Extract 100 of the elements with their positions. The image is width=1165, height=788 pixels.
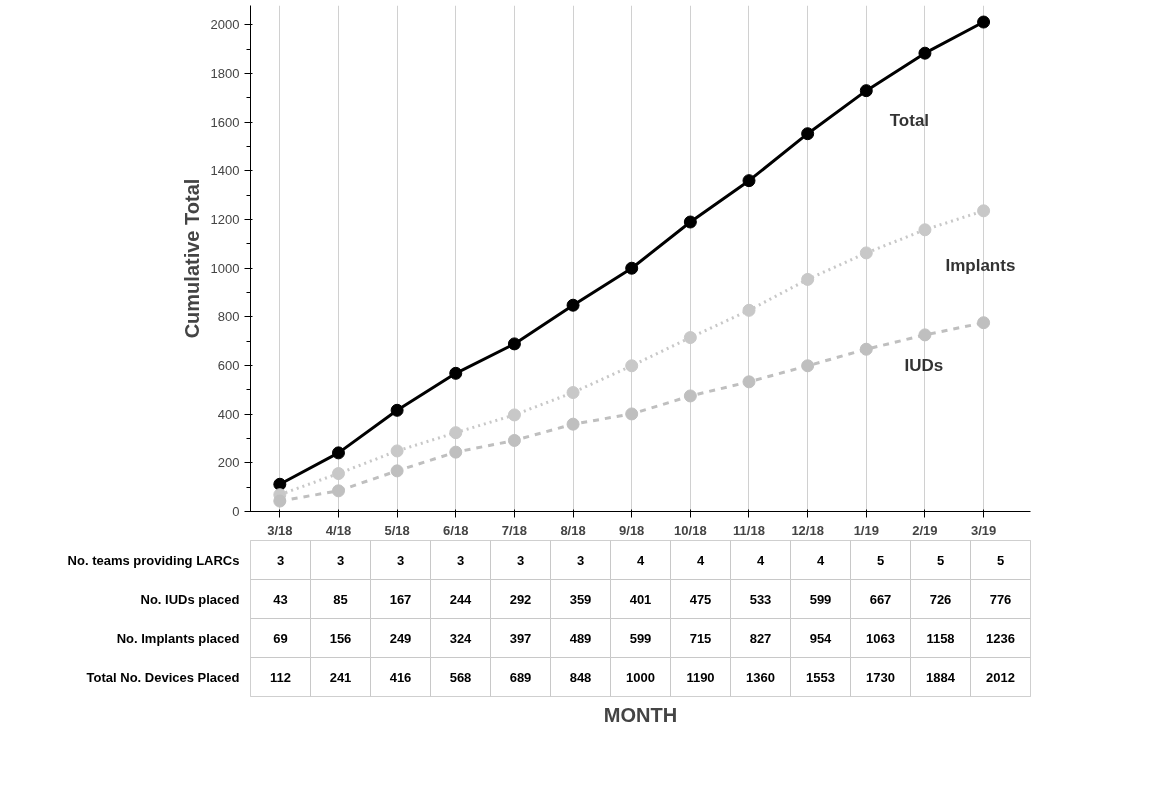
- data-label: 3: [456, 552, 465, 568]
- x-tick-label: 4/18: [325, 522, 352, 538]
- point: [742, 174, 756, 188]
- data-label: 43: [273, 591, 288, 607]
- data-label: 776: [989, 591, 1012, 607]
- point: [449, 366, 463, 380]
- data-label: 1730: [866, 669, 895, 685]
- data-label: 667: [869, 591, 892, 607]
- data-label: 3: [576, 552, 585, 568]
- point: [683, 215, 697, 229]
- data-label: 69: [273, 630, 288, 646]
- point: [918, 46, 932, 60]
- y-tick-label: 1400: [210, 163, 240, 179]
- y-tick-label: 1800: [210, 66, 240, 82]
- y-tick-label: No. IUDs placed: [140, 591, 240, 607]
- data-label: 599: [809, 591, 832, 607]
- data-label: 3: [336, 552, 345, 568]
- data-label: 1884: [926, 669, 956, 685]
- point: [977, 316, 991, 330]
- data-label: 244: [449, 591, 473, 607]
- data-label: 2012: [986, 669, 1015, 685]
- data-label: 416: [389, 669, 412, 685]
- point: [331, 484, 345, 498]
- data-label: 5: [996, 552, 1005, 568]
- data-label: 241: [329, 669, 352, 685]
- point: [449, 426, 463, 440]
- point: [801, 359, 815, 373]
- point: [566, 386, 580, 400]
- data-label: 4: [756, 552, 765, 568]
- data-label: 599: [629, 630, 652, 646]
- x-axis-title: MONTH: [603, 703, 678, 726]
- data-label: 1553: [806, 669, 835, 685]
- point: [625, 407, 639, 421]
- point: [273, 494, 287, 508]
- x-tick-label: 12/18: [791, 522, 824, 538]
- point: [859, 84, 873, 98]
- y-tick-label: No. teams providing LARCs: [67, 552, 240, 568]
- point: [507, 433, 521, 447]
- point: [390, 403, 404, 417]
- data-label: 4: [636, 552, 645, 568]
- point: [449, 445, 463, 459]
- y-tick-label: 800: [217, 309, 240, 325]
- x-tick-label: 3/18: [267, 522, 293, 538]
- y-tick-label: 1200: [210, 212, 240, 228]
- point: [625, 261, 639, 275]
- point: [566, 417, 580, 431]
- point: [977, 15, 991, 29]
- x-tick-label: 3/19: [970, 522, 997, 538]
- point: [801, 127, 815, 141]
- data-label: 1190: [686, 669, 715, 685]
- data-label: 3: [276, 552, 285, 568]
- point: [566, 298, 580, 312]
- data-label: 848: [569, 669, 592, 685]
- data-label: 1236: [986, 630, 1015, 646]
- point: [801, 272, 815, 286]
- point: [507, 408, 521, 422]
- y-axis-title: Cumulative Total: [180, 178, 203, 339]
- data-label: 1360: [746, 669, 775, 685]
- y-tick-label: No. Implants placed: [116, 630, 240, 646]
- x-tick-label: 9/18: [619, 522, 645, 538]
- data-label: 715: [689, 630, 712, 646]
- point: [859, 342, 873, 356]
- y-tick-label: Total No. Devices Placed: [86, 669, 240, 685]
- y-tick-label: 200: [217, 455, 240, 471]
- data-label: 1063: [866, 630, 895, 646]
- data-label: 475: [689, 591, 712, 607]
- data-label: 726: [929, 591, 952, 607]
- data-label: 401: [629, 591, 652, 607]
- data-label: 954: [809, 630, 833, 646]
- series-label: Implants: [945, 256, 1016, 276]
- y-tick-label: 400: [217, 406, 240, 422]
- series-label: Total: [889, 110, 930, 130]
- y-tick-label: 0: [232, 504, 240, 519]
- x-tick-label: 5/18: [384, 522, 410, 538]
- data-label: 827: [749, 630, 772, 646]
- data-label: 359: [569, 591, 592, 607]
- data-label: 4: [816, 552, 825, 568]
- point: [977, 204, 991, 218]
- series-label: IUDs: [904, 355, 944, 375]
- point: [625, 359, 639, 373]
- data-label: 5: [936, 552, 945, 568]
- point: [683, 389, 697, 403]
- data-label: 292: [509, 591, 532, 607]
- data-label: 112: [270, 669, 291, 685]
- data-label: 489: [569, 630, 592, 646]
- data-label: 533: [749, 591, 772, 607]
- point: [742, 375, 756, 389]
- point: [859, 246, 873, 260]
- point: [331, 467, 345, 481]
- point: [918, 223, 932, 237]
- data-label: 689: [509, 669, 532, 685]
- point: [683, 331, 697, 345]
- point: [742, 303, 756, 317]
- x-tick-label: 6/18: [443, 522, 469, 538]
- y-tick-label: 2000: [210, 17, 240, 33]
- data-label: 85: [333, 591, 348, 607]
- data-label: 167: [389, 591, 412, 607]
- data-label: 5: [876, 552, 885, 568]
- x-tick-label: 8/18: [560, 522, 586, 538]
- data-label: 324: [449, 630, 473, 646]
